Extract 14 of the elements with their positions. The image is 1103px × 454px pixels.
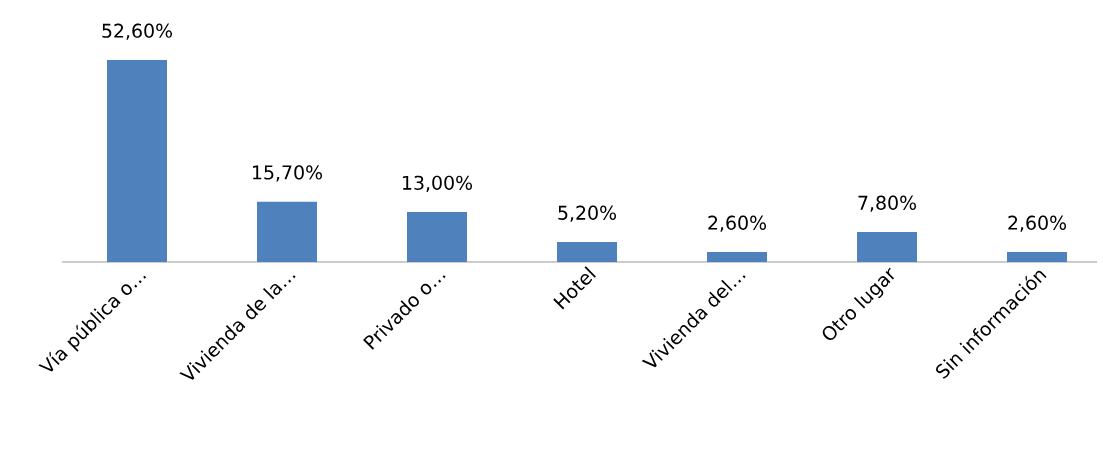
data-label: 13,00% [403,175,473,192]
data-label: 7,80% [858,195,917,212]
bar [857,232,918,262]
data-label: 15,70% [252,165,323,182]
bar [107,60,167,262]
bar [1007,252,1068,262]
data-label: 5,20% [558,205,617,222]
data-label: 2,60% [708,215,767,232]
data-label: 52,60% [102,23,173,40]
bar [257,201,317,262]
bar [557,242,618,262]
bar [407,212,468,262]
data-label: 2,60% [1008,215,1067,232]
bar [707,252,768,262]
